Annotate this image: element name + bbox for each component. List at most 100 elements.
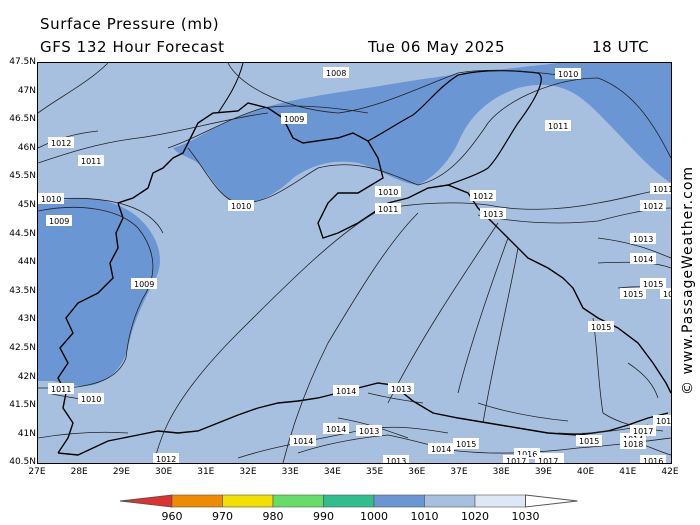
svg-text:1015: 1015 xyxy=(623,290,643,299)
svg-text:1009: 1009 xyxy=(49,217,69,226)
svg-text:1018: 1018 xyxy=(623,440,643,449)
latitude-label: 42N xyxy=(17,371,36,382)
svg-text:1014: 1014 xyxy=(293,437,313,446)
isobar-label: 1016 xyxy=(653,415,671,426)
longitude-label: 35E xyxy=(366,467,384,477)
latitude-label: 42.5N xyxy=(9,343,36,353)
svg-text:1010: 1010 xyxy=(231,202,251,211)
longitude-label: 30E xyxy=(155,467,173,477)
forecast-model: GFS 132 Hour Forecast xyxy=(40,38,225,56)
legend-tick-label: 1020 xyxy=(461,510,489,523)
isobar-label: 1010 xyxy=(228,200,254,211)
legend-tick-label: 980 xyxy=(263,510,284,523)
svg-text:1017: 1017 xyxy=(633,427,653,436)
isobar-label: 1014 xyxy=(290,435,316,446)
svg-text:1011: 1011 xyxy=(81,157,101,166)
forecast-time: 18 UTC xyxy=(592,38,650,56)
latitude-label: 41N xyxy=(17,428,36,439)
svg-text:1012: 1012 xyxy=(643,202,663,211)
legend-tick-label: 990 xyxy=(313,510,334,523)
isobar-label: 1011 xyxy=(78,155,104,166)
isobar-label: 1012 xyxy=(48,137,74,148)
isobar-label: 1013 xyxy=(356,425,382,436)
svg-text:1013: 1013 xyxy=(391,385,411,394)
isobar-label: 1010 xyxy=(555,68,581,79)
latitude-label: 41.5N xyxy=(9,400,36,411)
svg-text:1014: 1014 xyxy=(326,425,346,434)
svg-text:1011: 1011 xyxy=(378,205,398,214)
pressure-map: 1008 1009 1010 1010 1010 1009 1009 1010 … xyxy=(37,62,672,464)
latitude-label: 47.5N xyxy=(9,57,36,67)
isobar-label: 1015 xyxy=(576,435,602,446)
isobar-label: 1013 xyxy=(630,233,656,244)
pressure-legend: 960 970 980 990 1000 1010 1020 1030 xyxy=(120,494,578,523)
latitude-label: 40.5N xyxy=(9,457,36,468)
low-pressure-region-north xyxy=(173,63,671,204)
svg-text:1016: 1016 xyxy=(643,457,663,463)
longitude-label: 34E xyxy=(323,467,341,477)
isobar-label: 1011 xyxy=(545,120,571,131)
longitude-label: 41E xyxy=(619,467,637,477)
svg-text:1016: 1016 xyxy=(663,290,671,299)
svg-text:1009: 1009 xyxy=(134,280,154,289)
isobar-label: 1012 xyxy=(153,453,179,463)
latitude-label: 44N xyxy=(17,257,36,268)
isobar-label: 1009 xyxy=(131,278,157,289)
svg-text:1012: 1012 xyxy=(51,139,71,148)
isobar-label: 1018 xyxy=(620,438,646,449)
longitude-label: 38E xyxy=(492,467,510,477)
legend-arrow-low xyxy=(120,494,173,508)
svg-text:1013: 1013 xyxy=(633,235,653,244)
isobar-label: 1009 xyxy=(281,113,307,124)
isobar-label: 1012 xyxy=(470,190,496,201)
legend-swatch xyxy=(323,494,375,508)
latitude-label: 43N xyxy=(17,314,36,325)
isobar-label: 1015 xyxy=(588,321,614,332)
isobar-label: 1010 xyxy=(38,193,64,204)
svg-text:1015: 1015 xyxy=(643,280,663,289)
svg-text:1010: 1010 xyxy=(41,195,61,204)
isobar-label: 1011 xyxy=(375,203,401,214)
isobar-label: 1017 xyxy=(503,455,529,463)
longitude-label: 39E xyxy=(534,467,552,477)
longitude-label: 27E xyxy=(28,467,46,477)
legend-swatch xyxy=(373,494,425,508)
isobar-label: 1015 xyxy=(620,288,646,299)
isobar-label: 1013 xyxy=(480,208,506,219)
latitude-label: 43.5N xyxy=(9,285,36,296)
svg-text:1015: 1015 xyxy=(591,323,611,332)
longitude-label: 29E xyxy=(112,467,130,477)
credit-text: © www.PassageWeather.com xyxy=(680,166,696,395)
isobar-label: 1016 xyxy=(660,288,671,299)
svg-text:1016: 1016 xyxy=(517,450,537,459)
isobar-label: 1014 xyxy=(323,423,349,434)
isobar-label: 1011 xyxy=(48,383,74,394)
svg-text:1011: 1011 xyxy=(51,385,71,394)
isobar-label: 1014 xyxy=(428,443,454,454)
longitude-label: 31E xyxy=(197,467,215,477)
svg-text:1013: 1013 xyxy=(359,427,379,436)
isobar-label: 1008 xyxy=(323,67,349,78)
isobar-label: 1010 xyxy=(375,186,401,197)
svg-text:1008: 1008 xyxy=(326,69,346,78)
longitude-label: 42E xyxy=(661,467,679,477)
forecast-date: Tue 06 May 2025 xyxy=(368,38,506,56)
low-pressure-region-east xyxy=(598,63,671,143)
isobar-label: 1017 xyxy=(535,455,561,463)
legend-swatch xyxy=(222,494,274,508)
latitude-label: 47N xyxy=(17,85,36,96)
isobar-label: 1016 xyxy=(514,448,540,459)
legend-arrow-high xyxy=(525,494,578,508)
latitude-label: 46.5N xyxy=(9,114,36,125)
river xyxy=(217,63,244,114)
isobar-label: 1016 xyxy=(640,455,666,463)
legend-swatch xyxy=(171,494,223,508)
latitude-label: 44.5N xyxy=(9,228,36,239)
isobar-label: 1009 xyxy=(46,215,72,226)
latitude-label: 45N xyxy=(17,200,36,210)
legend-swatch xyxy=(272,494,324,508)
legend-tick-label: 1010 xyxy=(411,510,439,523)
isobar-label: 1014 xyxy=(333,385,359,396)
longitude-label: 28E xyxy=(70,467,88,477)
svg-text:1013: 1013 xyxy=(386,457,406,463)
